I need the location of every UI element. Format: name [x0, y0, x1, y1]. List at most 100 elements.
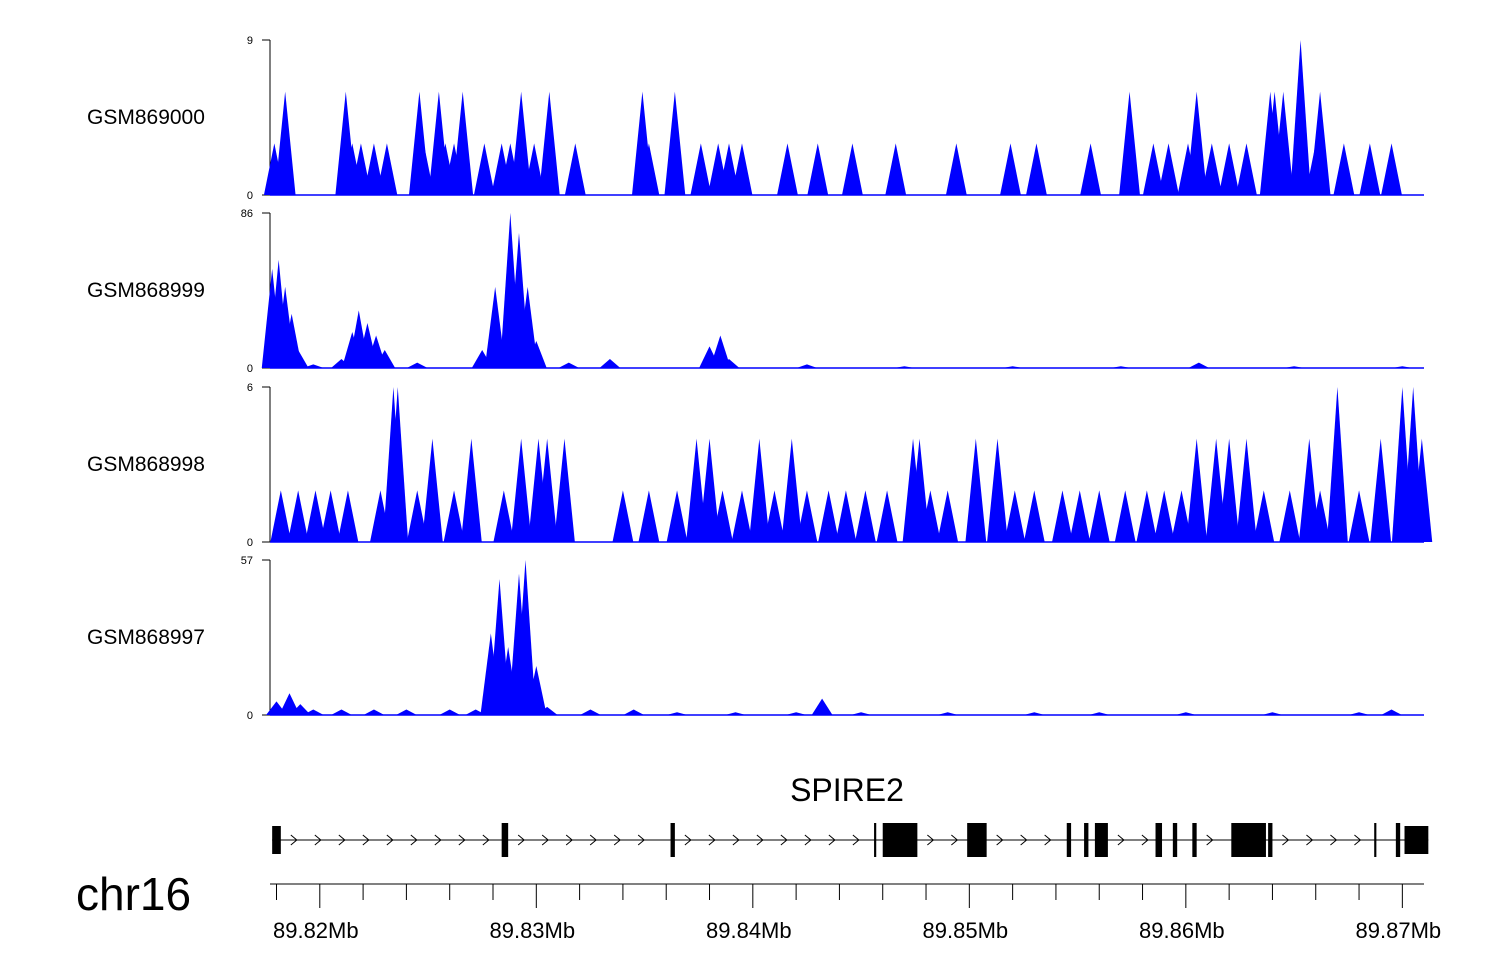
- exon-block: [670, 823, 675, 857]
- strand-arrow: [1206, 834, 1214, 846]
- strand-arrow: [804, 834, 812, 846]
- strand-arrow: [927, 834, 935, 846]
- coverage-peak: [1023, 490, 1045, 542]
- coverage-peak: [1052, 490, 1073, 542]
- exon-block: [874, 823, 877, 857]
- coverage-peak: [937, 490, 959, 542]
- strand-arrow: [780, 834, 788, 846]
- coverage-peak: [855, 490, 876, 542]
- coverage-peak: [965, 438, 987, 542]
- exon-block: [501, 823, 509, 857]
- exon-block: [1084, 823, 1089, 857]
- coverage-peak: [302, 709, 324, 715]
- strand-arrow: [410, 834, 418, 846]
- coverage-peak: [289, 704, 311, 715]
- coverage-peak: [699, 438, 720, 542]
- strand-arrow: [732, 834, 740, 846]
- strand-arrow: [828, 834, 836, 846]
- coverage-peak: [1004, 490, 1026, 542]
- coverage-peak: [909, 438, 930, 542]
- coverage-peak: [1142, 143, 1164, 195]
- coverage-peak: [842, 143, 863, 195]
- coverage-peak: [320, 490, 342, 542]
- strand-arrow: [1117, 834, 1125, 846]
- coverage-peak: [876, 490, 898, 542]
- coverage-peak: [1114, 490, 1136, 542]
- coverage-peak: [536, 438, 558, 542]
- coverage-peak: [421, 438, 443, 542]
- coverage-peak: [919, 490, 941, 542]
- track-name-label: GSM868997: [87, 626, 205, 649]
- track-GSM869000: GSM869000 9 0: [87, 35, 1424, 202]
- coverage-peak: [1000, 143, 1021, 195]
- coverage-peak: [1201, 143, 1223, 195]
- coverage-peak: [460, 438, 482, 542]
- coverage-peak: [484, 286, 506, 368]
- coverage-peak: [638, 490, 660, 542]
- y-max-label: 9: [247, 35, 253, 47]
- track-name-label: GSM869000: [87, 106, 205, 129]
- coverage-peak: [1186, 91, 1208, 195]
- coverage-peak: [612, 490, 634, 542]
- coverage-peak: [525, 666, 547, 715]
- strand-arrow: [1330, 834, 1338, 846]
- coverage-peak: [387, 387, 409, 542]
- coverage-peak: [538, 91, 560, 195]
- exon-block: [272, 826, 281, 854]
- strand-arrow: [1354, 834, 1362, 846]
- coverage-peak: [523, 143, 545, 195]
- coverage-peak: [781, 438, 803, 542]
- y-min-label: 0: [247, 537, 253, 549]
- tick-label: 89.82Mb: [273, 918, 359, 943]
- coverage-peak: [709, 335, 731, 368]
- exon-block: [1066, 823, 1072, 857]
- coverage-peak: [1136, 490, 1158, 542]
- strand-arrow: [517, 834, 525, 846]
- coverage-peak: [473, 143, 495, 195]
- coverage-peak: [811, 698, 833, 715]
- coverage-peak: [1370, 438, 1392, 542]
- coverage-peak: [731, 143, 753, 195]
- coverage-peak: [493, 490, 515, 542]
- coverage-peak: [987, 438, 1008, 542]
- exon-block: [1404, 826, 1429, 854]
- coverage-peak: [1348, 490, 1370, 542]
- strand-arrow: [314, 834, 322, 846]
- coverage-peak: [718, 358, 740, 368]
- coverage-peak: [406, 490, 428, 542]
- strand-arrow: [951, 834, 959, 846]
- strand-arrow: [482, 834, 490, 846]
- coverage-peak: [439, 709, 461, 715]
- coverage-peak: [835, 490, 857, 542]
- coverage-peak: [807, 143, 829, 195]
- tick-label: 89.86Mb: [1139, 918, 1225, 943]
- coverage-peak: [1188, 362, 1210, 368]
- strand-arrow: [1282, 834, 1290, 846]
- gene-track: SPIRE2: [272, 772, 1429, 857]
- coverage-peak: [452, 91, 474, 195]
- tick-label: 89.83Mb: [489, 918, 575, 943]
- coverage-peak: [1218, 143, 1240, 195]
- track-GSM868998: GSM868998 6 0: [87, 382, 1433, 549]
- coverage-peak: [517, 286, 539, 368]
- coverage-peak: [374, 349, 396, 368]
- strand-arrow: [362, 834, 370, 846]
- coverage-peak: [599, 358, 621, 368]
- exon-block: [1094, 823, 1108, 857]
- exon-block: [1172, 823, 1178, 857]
- coverage-peak: [1411, 438, 1433, 542]
- coverage-peak: [287, 490, 309, 542]
- track-GSM868997: GSM868997 57 0: [87, 555, 1424, 722]
- coverage-peak: [413, 143, 435, 195]
- coverage-peak: [302, 364, 324, 368]
- coverage-peak: [376, 143, 398, 195]
- strand-arrow: [613, 834, 621, 846]
- coverage-peak: [396, 709, 417, 715]
- coverage-peak: [1326, 387, 1348, 542]
- coverage-peak: [443, 490, 465, 542]
- coverage-peak: [270, 490, 292, 542]
- tick-label: 89.85Mb: [923, 918, 1009, 943]
- track-GSM868999: GSM868999 86 0: [87, 208, 1424, 375]
- coverage-peak: [274, 91, 296, 195]
